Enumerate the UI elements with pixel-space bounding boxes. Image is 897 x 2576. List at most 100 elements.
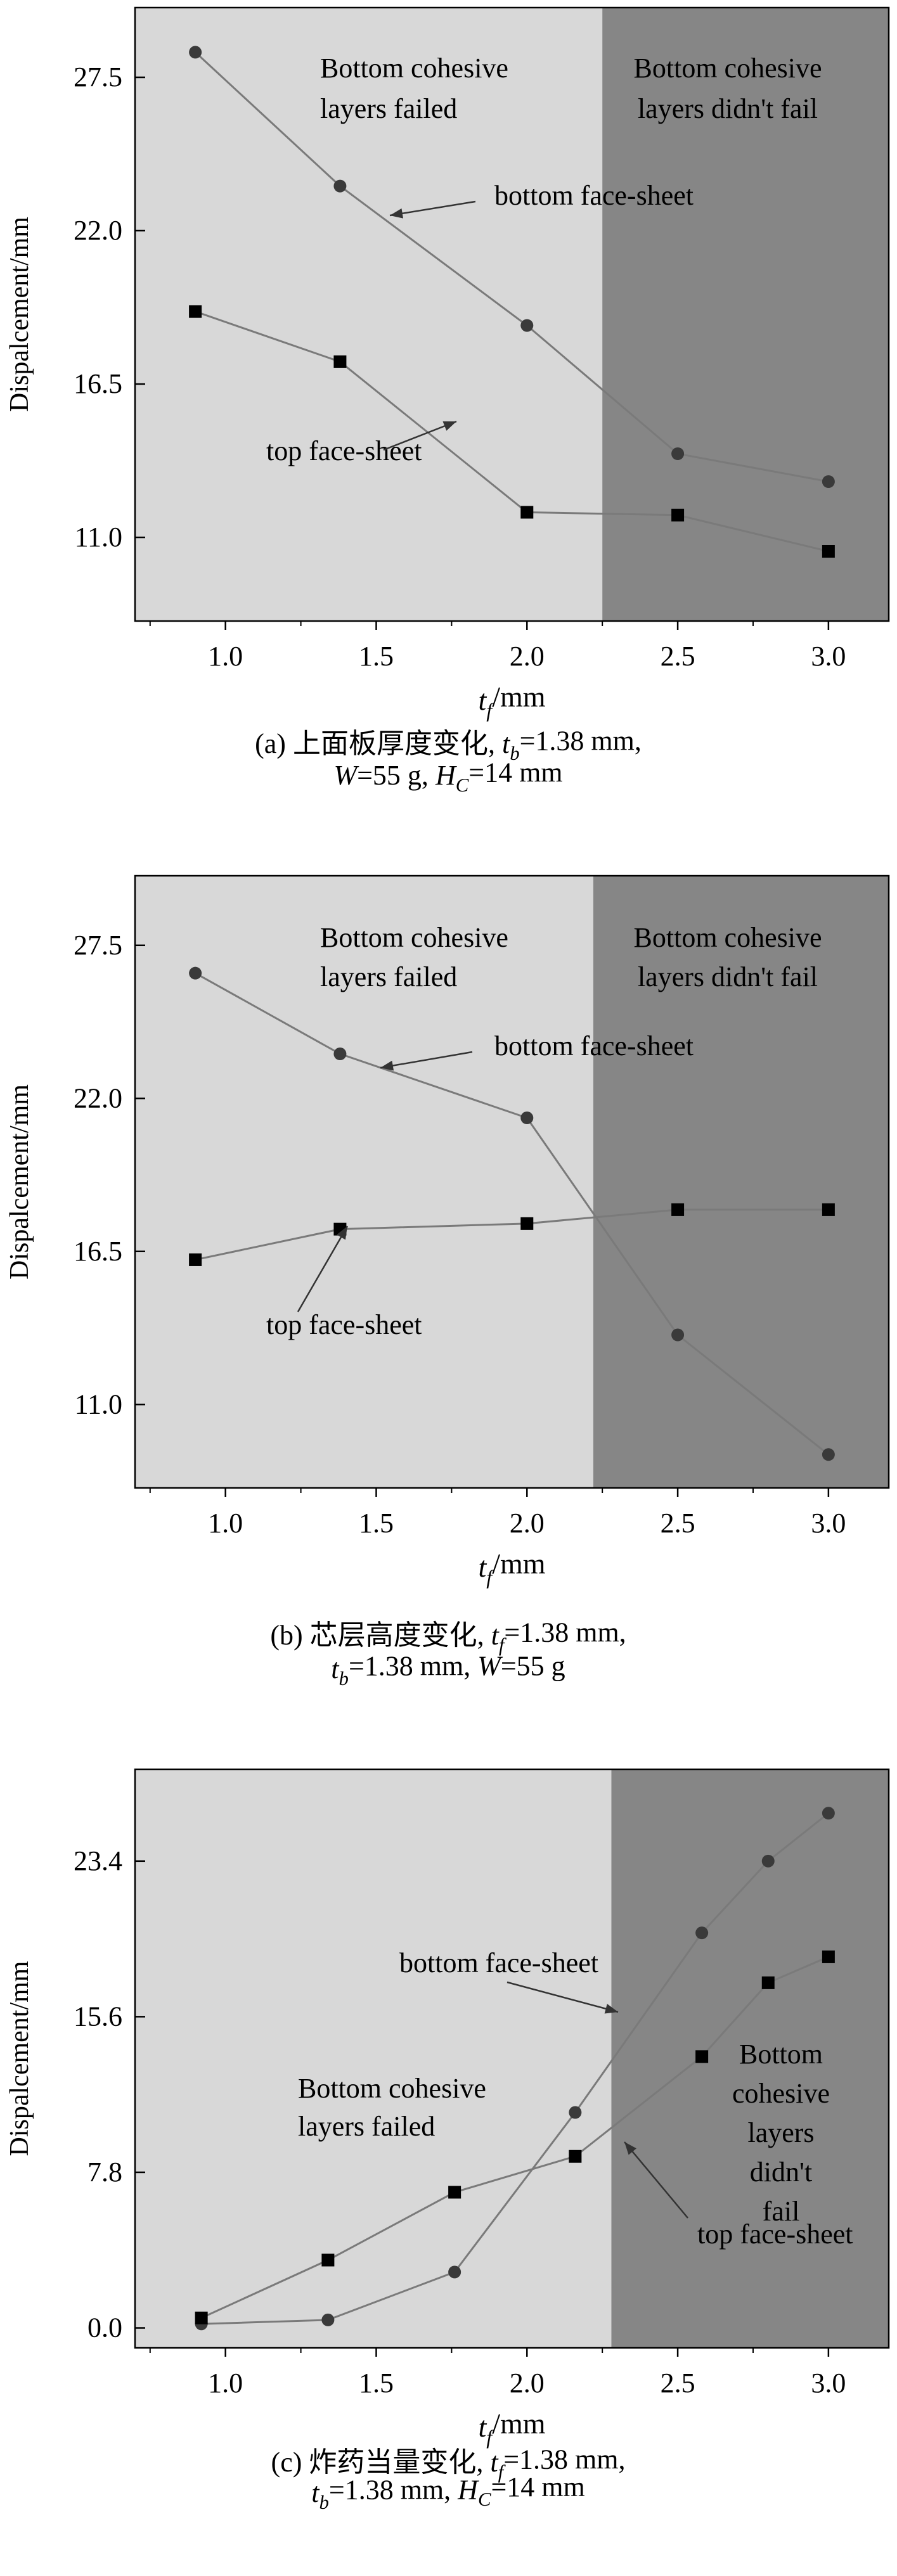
data-point-bottom [822, 1448, 835, 1461]
y-tick-label: 16.5 [74, 1236, 122, 1267]
y-tick-label: 16.5 [74, 368, 122, 399]
region-label-not-failed: Bottom [739, 2039, 823, 2070]
region-label-not-failed: cohesive [732, 2078, 830, 2109]
series-annotation: bottom face-sheet [399, 1947, 598, 1978]
caption-line-2: tb​=1.38 mm, W=55 g [331, 1650, 565, 1689]
region-label-not-failed: layers didn't fail [638, 93, 818, 124]
plot-frame [134, 6, 890, 622]
data-point-bottom [520, 319, 534, 332]
plot-frame [134, 875, 890, 1489]
data-point-bottom [761, 1854, 775, 1868]
data-point-top [321, 2253, 335, 2267]
caption-line-2: W=55 g, HC​=14 mm [333, 757, 562, 795]
annotation-arrow [389, 200, 476, 217]
y-axis-label: Dispalcement/mm [5, 1084, 34, 1279]
data-point-top [448, 2186, 461, 2199]
data-point-bottom [321, 2313, 335, 2326]
y-tick-label: 27.5 [74, 61, 122, 93]
caption-line-1: (b) 芯层高度变化, tf​=1.38 mm, [270, 1617, 626, 1655]
caption-line-1: (c) 炸药当量变化, tf​=1.38 mm, [271, 2444, 626, 2482]
x-tick-label: 1.5 [359, 1508, 394, 1539]
data-point-top [822, 545, 835, 558]
data-point-bottom [189, 46, 202, 59]
data-point-top [333, 355, 347, 368]
chart-b: 11.0 16.5 22.0 27.5 1.0 1.5 2.0 2.5 3.0 Dispalcem… [5, 875, 890, 1689]
data-point-bottom [671, 447, 685, 460]
arrow-head [337, 1226, 347, 1240]
caption-line-2: tb​=1.38 mm, HC​=14 mm [311, 2471, 585, 2513]
data-point-bottom [569, 2106, 582, 2119]
x-tick-label: 2.5 [661, 1508, 695, 1539]
annotation-arrow [297, 1226, 349, 1312]
y-tick-label: 22.0 [74, 1082, 122, 1113]
x-tick-label: 3.0 [811, 2368, 846, 2399]
x-tick-label: 1.5 [359, 2368, 394, 2399]
region-label-not-failed: Bottom cohesive [634, 922, 822, 953]
data-point-top [671, 508, 685, 522]
data-point-bottom [822, 1807, 835, 1820]
x-tick-label: 3.0 [811, 641, 846, 672]
region-label-not-failed: Bottom cohesive [634, 53, 822, 84]
x-tick-label: 2.5 [661, 2368, 695, 2399]
data-point-top [822, 1950, 835, 1963]
region-label-not-failed: didn't [750, 2156, 812, 2188]
region-label-failed: Bottom cohesive [320, 922, 508, 953]
annotation-arrow [624, 2141, 688, 2219]
annotation-arrow [507, 1981, 619, 2013]
data-point-bottom [333, 179, 347, 193]
data-point-top [189, 1253, 202, 1266]
data-point-top [695, 2050, 709, 2063]
region-label-not-failed: layers [747, 2117, 814, 2148]
series-annotation: top face-sheet [266, 435, 422, 466]
caption-line-1: (a) 上面板厚度变化, tb​=1.38 mm, [255, 725, 642, 764]
x-tick-label: 1.0 [208, 1508, 243, 1539]
arrow-head [442, 421, 456, 431]
arrow-head [624, 2142, 636, 2155]
y-axis-label: Dispalcement/mm [5, 217, 34, 412]
data-point-bottom [822, 475, 835, 488]
x-tick-label: 1.0 [208, 641, 243, 672]
y-tick-label: 22.0 [74, 215, 122, 246]
data-point-top [520, 1217, 534, 1230]
data-point-bottom [695, 1926, 709, 1940]
x-tick-label: 2.0 [510, 1508, 545, 1539]
region-failed [135, 8, 603, 621]
series-annotation: bottom face-sheet [494, 180, 694, 211]
x-tick-label: 2.0 [510, 641, 545, 672]
region-not-failed [602, 8, 889, 621]
region-label-failed: layers failed [320, 93, 457, 124]
y-axis-label: Dispalcement/mm [5, 1961, 34, 2156]
y-tick-label: 27.5 [74, 930, 122, 961]
data-point-top [189, 305, 202, 318]
data-point-top [195, 2311, 208, 2324]
arrow-head [380, 1060, 394, 1071]
plot-frame [134, 1768, 890, 2349]
y-tick-label: 11.0 [75, 1388, 122, 1419]
region-failed [135, 876, 593, 1488]
x-tick-label: 2.5 [661, 641, 695, 672]
x-tick-label: 1.0 [208, 2368, 243, 2399]
data-point-top [520, 506, 534, 519]
region-not-failed [611, 1769, 889, 2348]
data-point-top [761, 1976, 775, 1989]
data-point-bottom [333, 1048, 347, 1061]
data-point-bottom [520, 1112, 534, 1125]
series-annotation: top face-sheet [266, 1309, 422, 1340]
arrow-head [604, 2004, 618, 2014]
region-failed [135, 1769, 612, 2348]
region-label-failed: Bottom cohesive [298, 2073, 486, 2104]
y-tick-label: 23.4 [74, 1845, 122, 1876]
data-point-bottom [671, 1328, 685, 1342]
x-tick-label: 3.0 [811, 1508, 846, 1539]
series-annotation: bottom face-sheet [494, 1030, 694, 1061]
x-axis-label: tf​/mm [478, 2407, 545, 2448]
chart-c: 0.0 7.8 15.6 23.4 1.0 1.5 2.0 2.5 3.0 Dispalcemen… [5, 1768, 890, 2513]
annotation-arrow [380, 1051, 473, 1069]
x-axis-label: tf​/mm [478, 1548, 545, 1588]
annotation-arrow [383, 420, 457, 451]
data-point-bottom [448, 2265, 461, 2279]
y-tick-label: 15.6 [74, 2001, 122, 2032]
y-tick-label: 7.8 [87, 2156, 122, 2188]
region-label-failed: layers failed [320, 961, 457, 992]
